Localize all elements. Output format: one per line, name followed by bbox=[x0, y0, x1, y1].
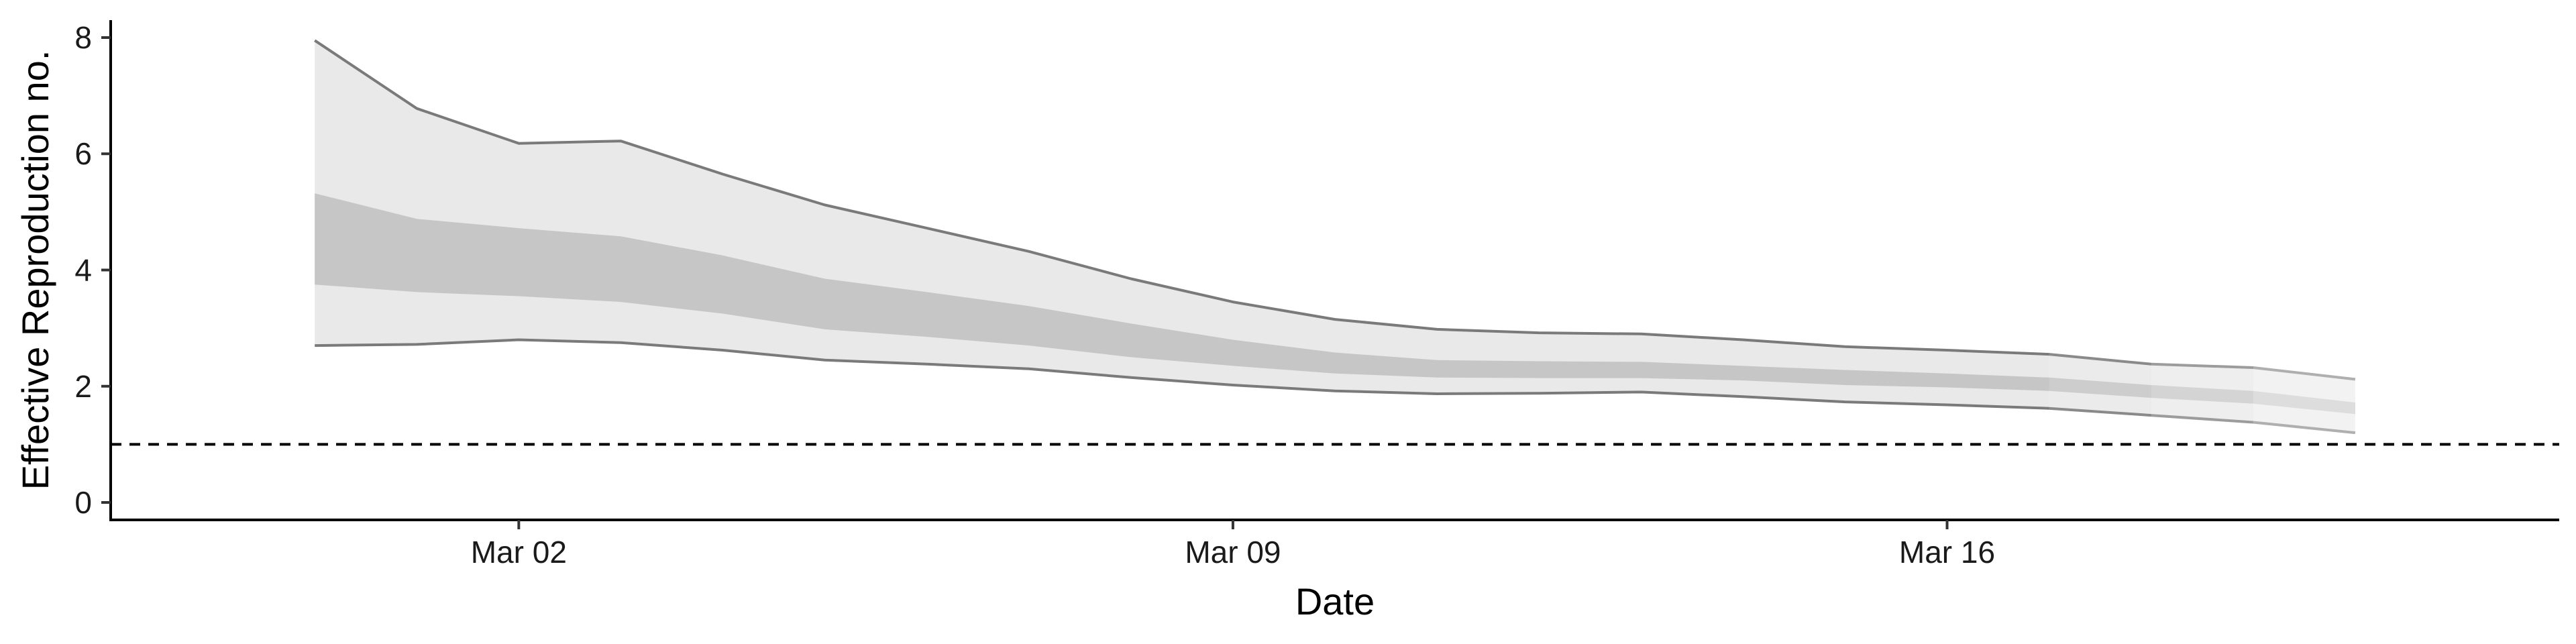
x-tick-label: Mar 09 bbox=[1185, 535, 1281, 570]
y-tick-label: 2 bbox=[74, 369, 92, 404]
y-axis-title: Effective Reproduction no. bbox=[14, 50, 56, 490]
confidence-bands bbox=[314, 39, 2356, 435]
forecast-fade-overlay bbox=[2049, 352, 2355, 435]
band-inner bbox=[315, 193, 2355, 415]
y-axis-ticks: 0 2 4 6 8 bbox=[74, 20, 111, 520]
fade-segment bbox=[2049, 352, 2151, 418]
band-outer bbox=[315, 40, 2355, 433]
x-axis-title: Date bbox=[1295, 580, 1375, 623]
fade-segment bbox=[2151, 362, 2253, 425]
x-tick-label: Mar 16 bbox=[1899, 535, 1995, 570]
y-tick-label: 4 bbox=[74, 253, 92, 288]
band-outer-lower-line bbox=[315, 338, 2356, 435]
y-tick-label: 6 bbox=[74, 136, 92, 171]
y-tick-label: 0 bbox=[74, 485, 92, 520]
x-axis-ticks: Mar 02 Mar 09 Mar 16 bbox=[471, 520, 1995, 570]
x-tick-label: Mar 02 bbox=[471, 535, 567, 570]
band-outer-upper-line bbox=[314, 39, 2356, 381]
y-tick-label: 8 bbox=[74, 20, 92, 55]
fade-segment bbox=[2253, 366, 2355, 435]
